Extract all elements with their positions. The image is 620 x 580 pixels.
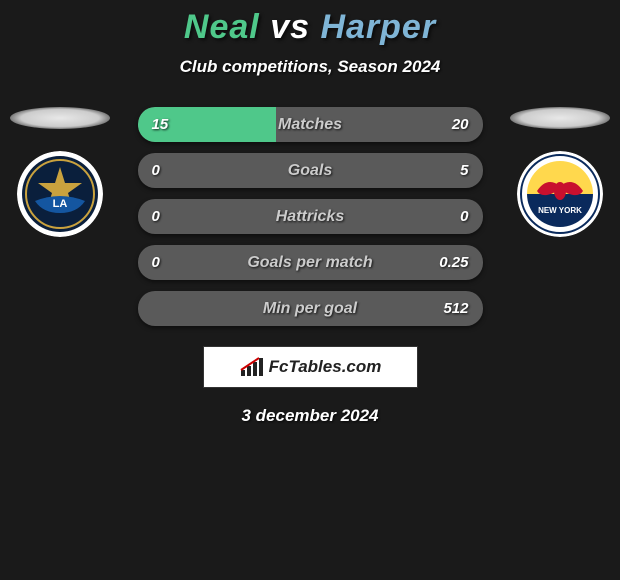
club-badge-right: NEW YORK — [517, 151, 603, 237]
stat-row: 15Matches20 — [138, 107, 483, 142]
stat-value-right: 5 — [460, 162, 468, 179]
player-shadow-right — [510, 107, 610, 129]
stat-label: Matches — [138, 116, 483, 134]
stat-label: Hattricks — [138, 208, 483, 226]
left-club-column: LA — [0, 107, 120, 237]
vs-text: vs — [270, 8, 310, 46]
player-shadow-left — [10, 107, 110, 129]
club-badge-left: LA — [17, 151, 103, 237]
stat-row: 0Goals per match0.25 — [138, 245, 483, 280]
content-area: LA NEW YORK 15Matches200Goals50Hattricks… — [0, 107, 620, 426]
stat-label: Goals per match — [138, 254, 483, 272]
la-galaxy-logo-icon: LA — [17, 151, 103, 237]
stat-row: 0Goals5 — [138, 153, 483, 188]
stat-value-right: 512 — [443, 300, 468, 317]
stat-value-right: 20 — [452, 116, 469, 133]
stat-row: Min per goal512 — [138, 291, 483, 326]
stat-label: Goals — [138, 162, 483, 180]
comparison-title: Neal vs Harper — [0, 0, 620, 47]
subtitle: Club competitions, Season 2024 — [0, 57, 620, 77]
stat-value-right: 0 — [460, 208, 468, 225]
stats-table: 15Matches200Goals50Hattricks00Goals per … — [138, 107, 483, 326]
stat-value-right: 0.25 — [439, 254, 468, 271]
svg-text:LA: LA — [53, 198, 68, 210]
chart-icon — [239, 356, 265, 378]
brand-text: FcTables.com — [269, 357, 382, 377]
player1-name: Neal — [184, 8, 260, 46]
stat-label: Min per goal — [138, 300, 483, 318]
stat-row: 0Hattricks0 — [138, 199, 483, 234]
brand-box[interactable]: FcTables.com — [203, 346, 418, 388]
right-club-column: NEW YORK — [500, 107, 620, 237]
svg-text:NEW YORK: NEW YORK — [538, 206, 582, 215]
player2-name: Harper — [320, 8, 436, 46]
ny-red-bulls-logo-icon: NEW YORK — [517, 151, 603, 237]
date-text: 3 december 2024 — [0, 406, 620, 426]
